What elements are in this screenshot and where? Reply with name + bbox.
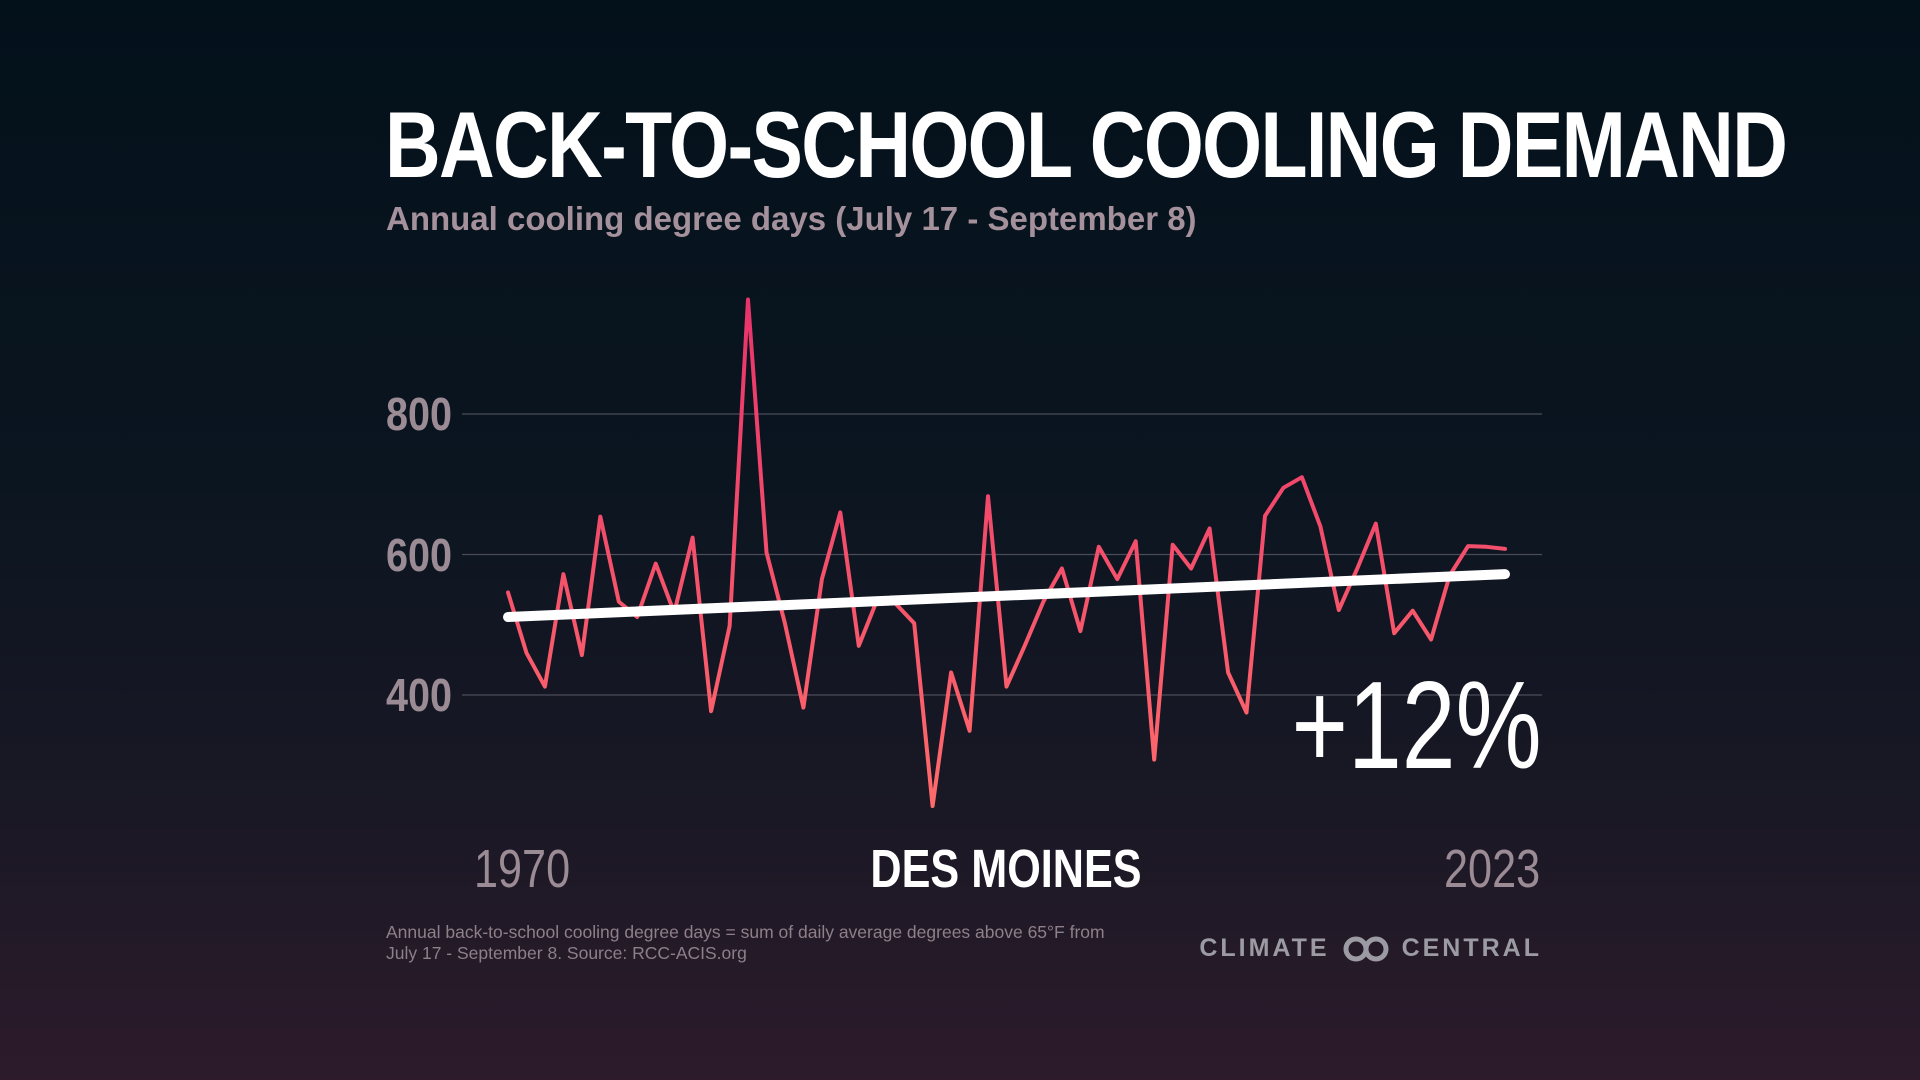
chart-subtitle: Annual cooling degree days (July 17 - Se… (386, 200, 1197, 237)
y-tick-label-600: 600 (386, 528, 453, 581)
x-tick-label-start: 1970 (474, 839, 571, 899)
logo-mark-icon (1343, 936, 1389, 961)
y-tick-label-800: 800 (386, 388, 453, 440)
trend-line (503, 569, 1510, 623)
climate-central-logo: CLIMATE CENTRAL (1199, 934, 1542, 963)
chart-title: BACK-TO-SCHOOL COOLING DEMAND (385, 92, 1788, 197)
y-tick-label-400: 400 (386, 669, 453, 721)
logo-text-left: CLIMATE (1199, 934, 1330, 962)
trend-percent-label: +12% (1291, 657, 1542, 795)
footnote: Annual back-to-school cooling degree day… (386, 922, 1105, 963)
x-tick-label-end: 2023 (1443, 839, 1540, 899)
trend-layer (503, 569, 1510, 623)
location-label: DES MOINES (870, 839, 1142, 899)
logo-text-right: CENTRAL (1401, 934, 1542, 962)
